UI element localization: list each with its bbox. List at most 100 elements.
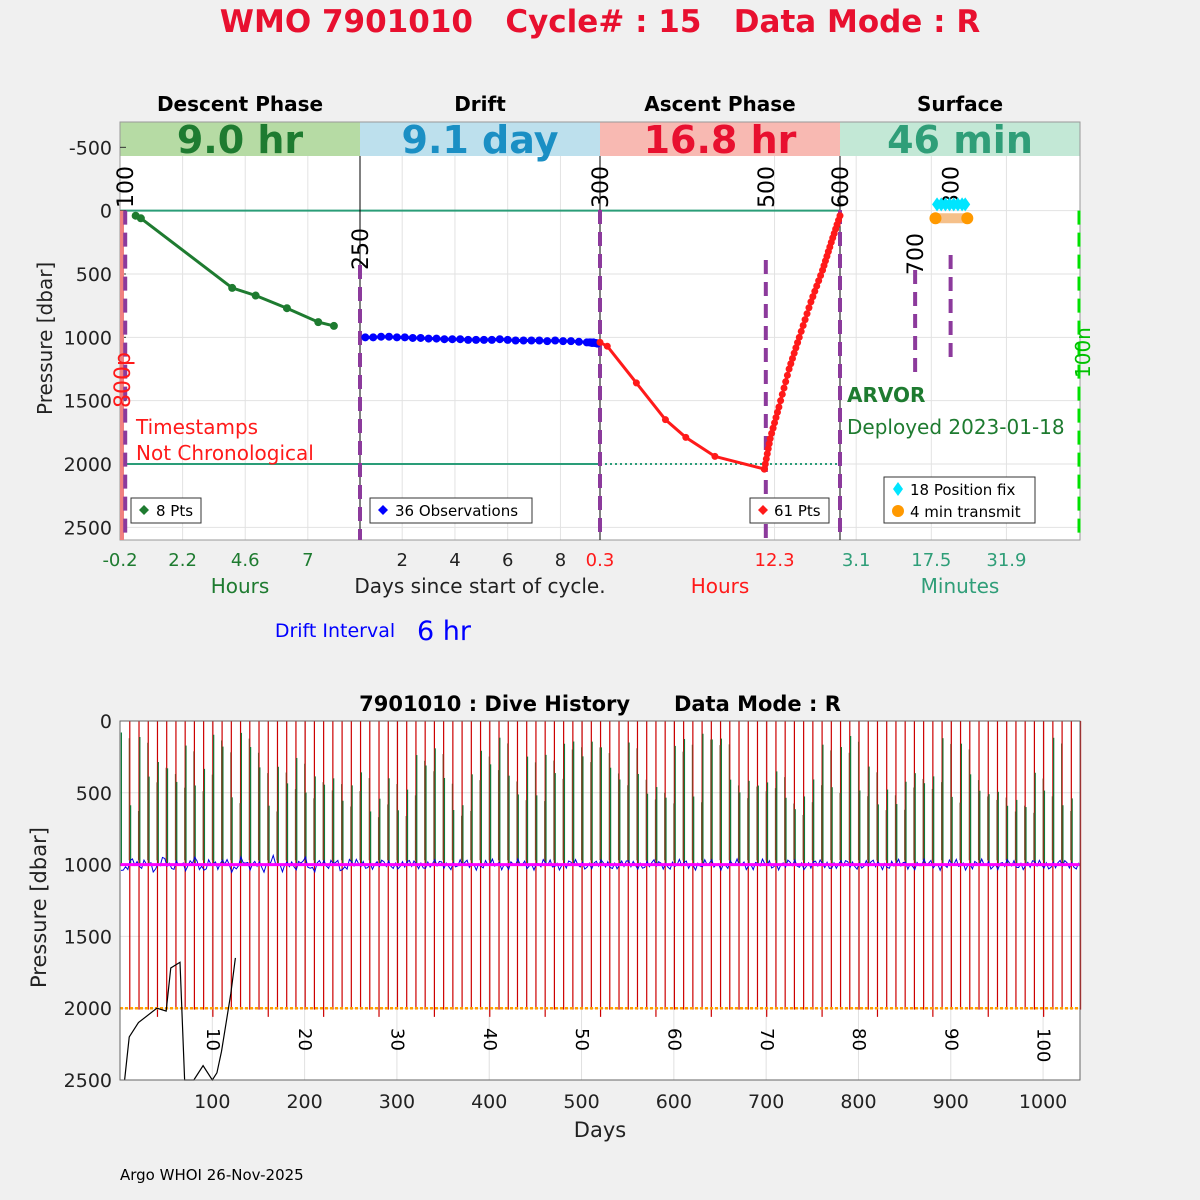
y-tick-label: 500 [76, 264, 112, 286]
y-tick-label: 1500 [64, 391, 112, 413]
ascent-dense-point [811, 287, 819, 295]
ascent-dense-point [817, 271, 825, 279]
drift-series-point [408, 333, 417, 342]
marker-700-label: 700 [904, 233, 929, 275]
drift-banner-text: 9.1 day [402, 118, 559, 162]
drift-plot-area [360, 122, 600, 540]
marker-250-label: 250 [349, 228, 374, 270]
ascent-dense-point [835, 216, 843, 224]
y-tick-label: 0 [100, 201, 112, 223]
surface-x-tick-label: 31.9 [986, 550, 1026, 571]
float-type-label: ARVOR [847, 383, 925, 407]
descent-legend-label: 8 Pts [156, 502, 193, 520]
descent-banner-text: 9.0 hr [177, 118, 304, 162]
drift-title: Drift [454, 92, 506, 116]
history-cycle-label: 50 [571, 1028, 592, 1051]
ascent-dense-point [826, 243, 834, 251]
y-axis-label: Pressure [dbar] [33, 262, 57, 415]
descent-series-point [329, 321, 338, 330]
surface-banner [840, 122, 1080, 156]
drift-series-point [495, 335, 504, 344]
drift-series-point [448, 335, 457, 344]
ascent-dense-point [787, 360, 795, 368]
surface-legend-fix-marker [893, 482, 903, 496]
history-y-tick-label: 500 [76, 783, 112, 805]
ascent-dense-point [773, 408, 781, 416]
history-x-tick-label: 800 [840, 1091, 876, 1113]
timestamps-note-line2: Not Chronological [136, 441, 314, 465]
descent-series-point [282, 304, 291, 313]
history-cycle-label: 40 [479, 1028, 500, 1051]
history-y-tick-label: 2000 [64, 998, 112, 1020]
ascent-dense-point [790, 349, 798, 357]
ascent-x-tick-label: 0.3 [586, 550, 615, 571]
drift-banner [360, 122, 600, 156]
ascent-dense-point [809, 293, 817, 301]
history-cycle-label: 80 [848, 1028, 869, 1051]
y-tick-label: 1000 [64, 327, 112, 349]
history-frame [119, 720, 1081, 1081]
drift-series-point [456, 335, 465, 344]
history-x-tick-label: 200 [286, 1091, 322, 1113]
descent-x-tick-label: 2.2 [168, 550, 197, 571]
drift-series-point [479, 335, 488, 344]
deployed-label: Deployed 2023-01-18 [847, 415, 1065, 439]
drift-series-point [464, 335, 473, 344]
surface-banner-text: 46 min [887, 118, 1033, 162]
ascent-x-tick-label: 12.3 [755, 550, 795, 571]
ascent-dense-point [792, 344, 800, 352]
marker-300-label: 300 [589, 166, 614, 208]
marker-100-label: 100 [114, 166, 139, 208]
ascent-dense-point [778, 390, 786, 398]
y-tick-label: 2000 [64, 454, 112, 476]
drift-series-point [566, 337, 575, 346]
history-x-tick-label: 900 [933, 1091, 969, 1113]
drift-series-point [400, 333, 409, 342]
ascent-descent-leg-point [682, 433, 690, 441]
history-x-axis-label: Days [574, 1118, 626, 1142]
ascent-title: Ascent Phase [644, 92, 795, 116]
ascent-banner [600, 122, 840, 156]
history-cycle-label: 90 [940, 1028, 961, 1051]
drift-x-tick-label: 2 [396, 550, 407, 571]
history-y-tick-label: 1500 [64, 926, 112, 948]
ascent-x-axis-label: Hours [691, 574, 750, 598]
ascent-dense-point [805, 304, 813, 312]
ascent-dense-point [799, 322, 807, 330]
ascent-series-point [807, 298, 815, 306]
ascent-dense-point [769, 424, 777, 432]
timestamps-note-line1: Timestamps [135, 415, 258, 439]
descent-x-tick-label: 7 [302, 550, 313, 571]
drift-series-point [424, 334, 433, 343]
descent-left-edge-bar [120, 210, 124, 540]
history-y-tick-label: 0 [100, 711, 112, 733]
ascent-legend-marker [758, 505, 768, 515]
ascent-descent-leg-point [596, 338, 604, 346]
history-x-tick-label: 1000 [1019, 1091, 1067, 1113]
ascent-series-point [795, 333, 803, 341]
drift-series-point [361, 333, 370, 342]
drift-series-point [503, 335, 512, 344]
history-x-tick-label: 600 [656, 1091, 692, 1113]
drift-series-point [511, 336, 520, 345]
ascent-dense-point [777, 397, 785, 405]
history-x-tick-label: 500 [563, 1091, 599, 1113]
ascent-dense-point [813, 282, 821, 290]
drift-series-point [472, 335, 481, 344]
drift-series-point [535, 336, 544, 345]
ascent-dense-point [815, 277, 823, 285]
history-y-tick-label: 2500 [64, 1070, 112, 1092]
ascent-dense-point [794, 339, 802, 347]
history-x-tick-label: 700 [748, 1091, 784, 1113]
drift-x-axis-label: Days since start of cycle. [354, 574, 605, 598]
ascent-banner-text: 16.8 hr [644, 118, 797, 162]
footer-credit: Argo WHOI 26-Nov-2025 [120, 1166, 304, 1184]
ascent-dense-point [780, 384, 788, 392]
drift-series-point [519, 336, 528, 345]
ascent-dense-point [771, 419, 779, 427]
position-fix-point [960, 197, 971, 212]
surface-legend-transmit-marker [892, 505, 904, 517]
drift-series-point [559, 337, 568, 346]
surface-legend-fix-label: 18 Position fix [910, 481, 1015, 499]
descent-x-tick-label: 4.6 [231, 550, 260, 571]
